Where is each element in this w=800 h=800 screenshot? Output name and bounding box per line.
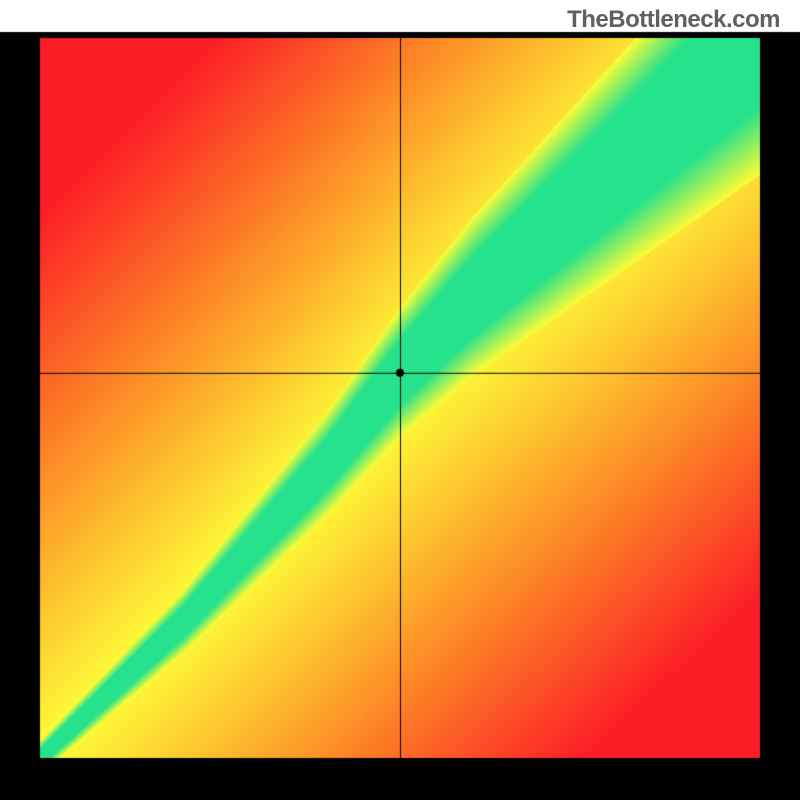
watermark-text: TheBottleneck.com [567, 6, 780, 34]
chart-container: TheBottleneck.com [0, 0, 800, 800]
bottleneck-heatmap [0, 0, 800, 800]
